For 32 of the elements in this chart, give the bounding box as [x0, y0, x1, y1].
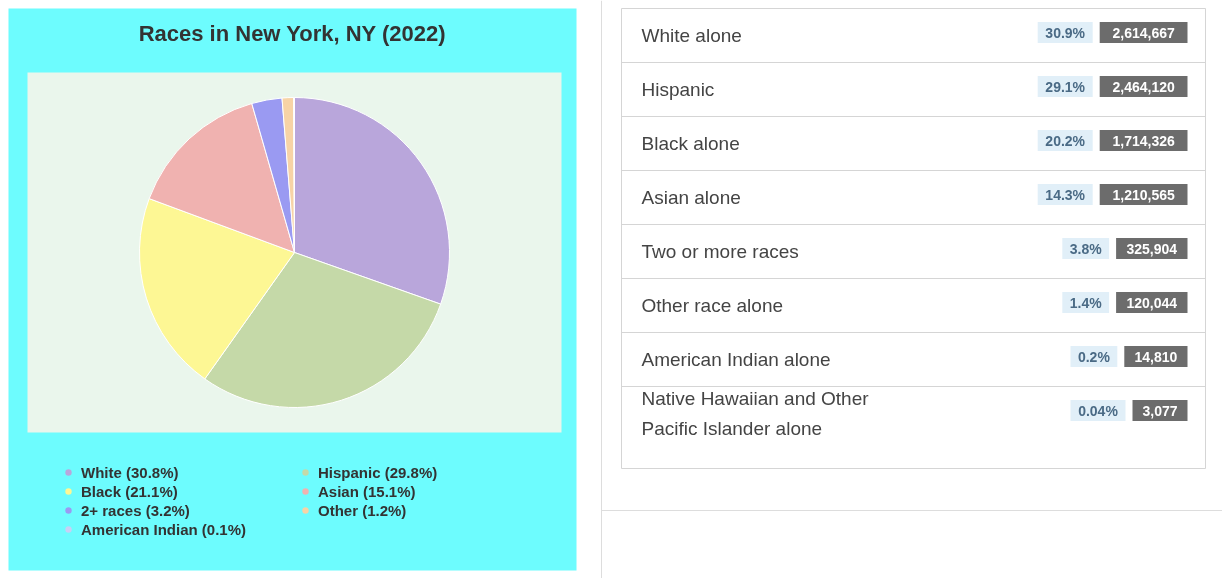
data-label: 1,210,565 [1112, 186, 1175, 203]
data-label: 0.04% [1078, 402, 1119, 419]
category-label: American Indian alone [641, 349, 831, 370]
category-label: Hispanic [641, 79, 715, 100]
data-label: 29.1% [1045, 78, 1086, 95]
data-label: 1,714,326 [1112, 132, 1175, 149]
legend-label: Black (21.1%) [81, 482, 179, 500]
data-label: 14.3% [1045, 186, 1086, 203]
data-label: 20.2% [1045, 132, 1086, 149]
category-label: White alone [641, 25, 742, 46]
category-label: Other race alone [641, 295, 784, 316]
data-label: 14,810 [1134, 348, 1178, 365]
legend-label: White (30.8%) [81, 463, 180, 481]
legend-label: American Indian (0.1%) [81, 520, 248, 538]
data-label: 120,044 [1126, 294, 1178, 311]
data-label: 3,077 [1142, 402, 1178, 419]
data-label: 2,464,120 [1112, 78, 1175, 95]
category-label: Asian alone [641, 187, 741, 208]
category-label: Black alone [641, 133, 740, 154]
data-label: 30.9% [1045, 24, 1086, 41]
category-label: Native Hawaiian and Other Pacific Islander alone [641, 387, 870, 440]
data-label: 0.2% [1077, 348, 1111, 365]
chart-title: Races in New York, NY (2022) [138, 21, 446, 46]
data-label: 1.4% [1069, 294, 1103, 311]
legend-label: Other (1.2%) [318, 501, 408, 519]
data-label: 3.8% [1069, 240, 1103, 257]
category-label: Two or more races [641, 241, 799, 262]
legend-label: 2+ races (3.2%) [81, 501, 191, 519]
legend-label: Hispanic (29.8%) [318, 463, 439, 481]
data-label: 2,614,667 [1112, 24, 1175, 41]
data-label: 325,904 [1126, 240, 1178, 257]
legend-label: Asian (15.1%) [318, 482, 417, 500]
